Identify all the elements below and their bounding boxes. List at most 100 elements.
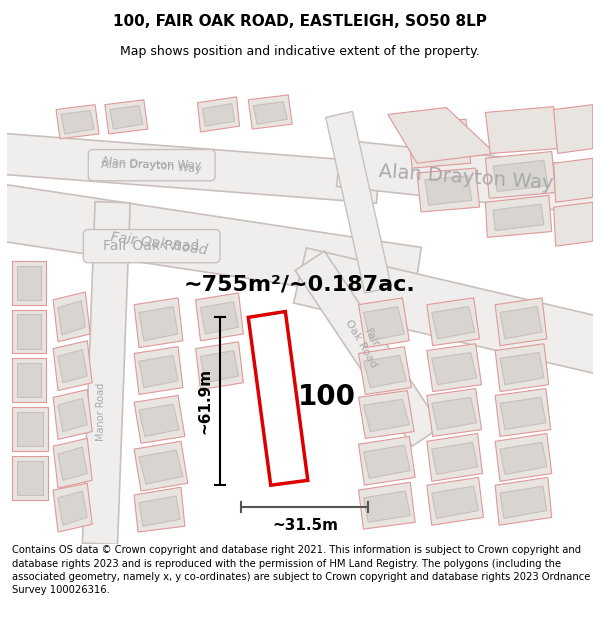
FancyBboxPatch shape: [88, 149, 215, 181]
Text: 100: 100: [298, 383, 356, 411]
Polygon shape: [364, 445, 410, 478]
Polygon shape: [359, 347, 411, 394]
Polygon shape: [17, 363, 41, 398]
Text: Fair
Oak Road: Fair Oak Road: [344, 312, 389, 369]
Polygon shape: [58, 491, 87, 525]
Polygon shape: [485, 196, 552, 238]
Polygon shape: [493, 204, 544, 231]
Polygon shape: [12, 407, 48, 451]
Polygon shape: [364, 399, 409, 431]
Polygon shape: [359, 482, 415, 529]
FancyBboxPatch shape: [83, 229, 220, 262]
Polygon shape: [53, 438, 92, 488]
Polygon shape: [53, 292, 90, 342]
Polygon shape: [61, 111, 94, 134]
Polygon shape: [105, 100, 148, 134]
Polygon shape: [427, 434, 482, 481]
Polygon shape: [554, 202, 593, 246]
Text: ~61.9m: ~61.9m: [197, 368, 212, 434]
Polygon shape: [500, 352, 544, 385]
Polygon shape: [432, 398, 476, 429]
Polygon shape: [432, 486, 479, 518]
Polygon shape: [417, 168, 479, 212]
Polygon shape: [493, 160, 548, 191]
Text: Fair Oak Road: Fair Oak Road: [103, 239, 200, 253]
Polygon shape: [432, 442, 478, 474]
Polygon shape: [425, 176, 472, 205]
Polygon shape: [485, 107, 559, 154]
Polygon shape: [53, 483, 92, 532]
Polygon shape: [500, 442, 547, 474]
Polygon shape: [495, 298, 547, 346]
Polygon shape: [17, 314, 41, 349]
Text: Alan Drayton Way: Alan Drayton Way: [101, 156, 202, 174]
Polygon shape: [56, 104, 99, 139]
Polygon shape: [12, 309, 46, 354]
Polygon shape: [200, 351, 239, 382]
Polygon shape: [17, 412, 43, 446]
Polygon shape: [0, 184, 421, 303]
Polygon shape: [139, 404, 179, 436]
Polygon shape: [197, 97, 239, 132]
Polygon shape: [139, 450, 183, 484]
Polygon shape: [248, 311, 308, 485]
Polygon shape: [0, 133, 380, 203]
Polygon shape: [295, 251, 442, 446]
Polygon shape: [134, 298, 183, 348]
Polygon shape: [17, 461, 43, 495]
Text: Alan Drayton Way: Alan Drayton Way: [378, 162, 554, 193]
Polygon shape: [58, 447, 87, 481]
Polygon shape: [110, 106, 143, 129]
Text: ~31.5m: ~31.5m: [272, 518, 338, 533]
Polygon shape: [53, 341, 92, 391]
Polygon shape: [495, 344, 549, 391]
Text: 100, FAIR OAK ROAD, EASTLEIGH, SO50 8LP: 100, FAIR OAK ROAD, EASTLEIGH, SO50 8LP: [113, 14, 487, 29]
Polygon shape: [196, 342, 244, 389]
Polygon shape: [427, 298, 479, 346]
Polygon shape: [427, 344, 481, 391]
Polygon shape: [58, 398, 87, 431]
Polygon shape: [293, 248, 600, 376]
Text: Contains OS data © Crown copyright and database right 2021. This information is : Contains OS data © Crown copyright and d…: [12, 546, 590, 595]
Polygon shape: [500, 486, 547, 518]
Polygon shape: [432, 352, 476, 385]
Text: Alan Drayton Way: Alan Drayton Way: [101, 160, 202, 170]
Polygon shape: [485, 151, 556, 198]
Polygon shape: [364, 491, 410, 522]
Polygon shape: [326, 111, 391, 293]
Polygon shape: [364, 356, 406, 388]
Polygon shape: [202, 104, 235, 126]
Polygon shape: [407, 119, 471, 168]
Polygon shape: [58, 301, 85, 335]
Polygon shape: [388, 107, 495, 163]
Polygon shape: [359, 298, 409, 348]
Polygon shape: [12, 261, 46, 304]
Polygon shape: [196, 293, 244, 341]
Polygon shape: [134, 441, 188, 491]
Text: Fair Oak Road: Fair Oak Road: [109, 231, 208, 258]
Polygon shape: [82, 202, 130, 544]
Polygon shape: [139, 356, 178, 388]
Polygon shape: [500, 398, 546, 429]
Polygon shape: [364, 307, 404, 341]
Text: ~755m²/~0.187ac.: ~755m²/~0.187ac.: [184, 275, 416, 295]
Polygon shape: [200, 302, 239, 334]
Polygon shape: [495, 389, 551, 436]
Polygon shape: [495, 478, 552, 525]
Polygon shape: [248, 95, 292, 129]
Polygon shape: [359, 391, 414, 438]
Polygon shape: [427, 478, 484, 525]
Polygon shape: [139, 496, 180, 526]
Polygon shape: [134, 347, 183, 394]
Polygon shape: [500, 307, 542, 339]
Polygon shape: [432, 307, 475, 339]
Polygon shape: [495, 434, 552, 481]
Text: Map shows position and indicative extent of the property.: Map shows position and indicative extent…: [120, 44, 480, 58]
Polygon shape: [134, 487, 185, 532]
Polygon shape: [359, 436, 415, 485]
Polygon shape: [53, 389, 92, 439]
Polygon shape: [134, 396, 185, 443]
Polygon shape: [17, 266, 41, 300]
Polygon shape: [139, 307, 178, 341]
Polygon shape: [12, 358, 46, 402]
